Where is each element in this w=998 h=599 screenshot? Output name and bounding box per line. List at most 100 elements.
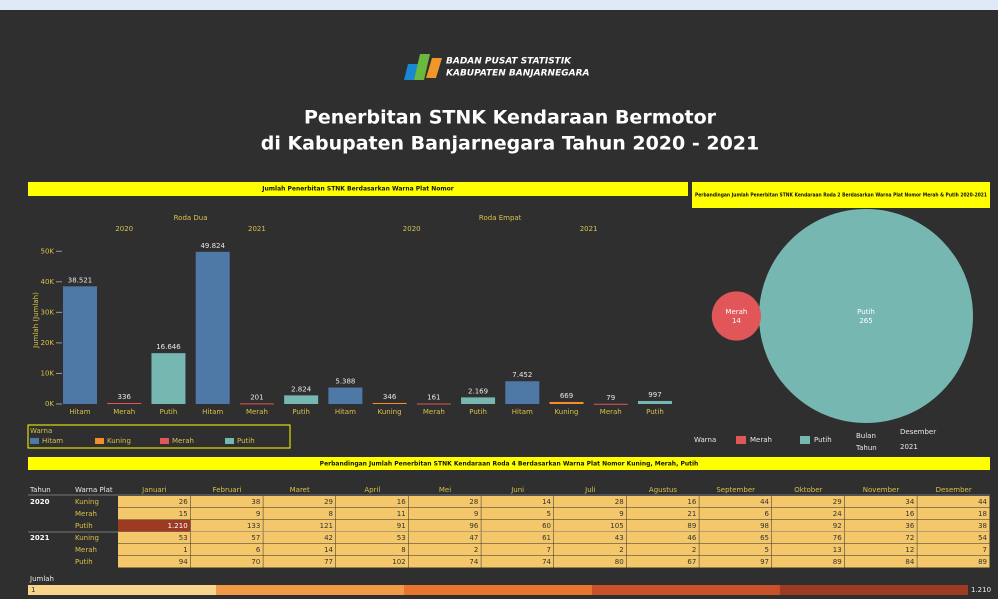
legend-swatch [95, 438, 104, 444]
cell-value: 6 [256, 546, 261, 554]
x-tick-label: Merah [246, 408, 268, 416]
heat-cell [626, 496, 699, 508]
chart-title-bar [28, 182, 688, 196]
heat-cell [626, 544, 699, 556]
cell-value: 29 [324, 498, 333, 506]
bar [107, 402, 142, 404]
heat-cell [917, 556, 990, 568]
cell-value: 65 [760, 534, 769, 542]
bar-value-label: 997 [648, 391, 661, 399]
heat-cell [626, 532, 699, 544]
row-header: Warna Plat [75, 486, 113, 494]
scale-step [404, 585, 592, 595]
cell-value: 43 [615, 534, 624, 542]
column-header: September [716, 486, 755, 494]
cell-value: 42 [324, 534, 333, 542]
heat-cell [626, 556, 699, 568]
bar [416, 403, 451, 405]
cell-value: 21 [687, 510, 696, 518]
cell-value: 67 [687, 558, 696, 566]
heat-cell [844, 520, 917, 532]
x-tick-label: Putih [646, 408, 664, 416]
heat-cell [408, 496, 481, 508]
heat-cell [554, 556, 627, 568]
x-tick-label: Kuning [378, 408, 402, 416]
cell-value: 76 [833, 534, 842, 542]
column-header: Desember [936, 486, 972, 494]
heat-cell [772, 496, 845, 508]
bar [151, 353, 186, 404]
plate-label: Merah [75, 510, 97, 518]
bar [63, 286, 97, 404]
heat-cell [844, 556, 917, 568]
x-tick-label: Putih [160, 408, 178, 416]
legend-swatch [30, 438, 39, 444]
x-tick-label: Hitam [335, 408, 356, 416]
bar [328, 387, 363, 404]
heat-cell [844, 532, 917, 544]
year-label: 2020 [115, 225, 133, 233]
heat-cell [118, 508, 191, 520]
x-tick-label: Merah [600, 408, 622, 416]
filter-value: 2021 [900, 443, 918, 451]
cell-value: 89 [687, 522, 696, 530]
cell-value: 8 [329, 510, 333, 518]
heat-cell [699, 532, 772, 544]
heat-cell [699, 544, 772, 556]
scale-step [216, 585, 404, 595]
heat-cell [408, 532, 481, 544]
cell-value: 24 [833, 510, 842, 518]
heat-cell [336, 508, 409, 520]
heat-cell [481, 556, 554, 568]
heat-cell [554, 532, 627, 544]
bar-value-label: 669 [560, 392, 573, 400]
heat-cell [118, 532, 191, 544]
y-tick-label: 10K [41, 369, 55, 377]
group-label: Roda Empat [479, 214, 522, 222]
heat-cell [336, 532, 409, 544]
filter-value: Desember [900, 428, 936, 436]
heat-cell [190, 520, 263, 532]
heat-cell [190, 544, 263, 556]
year-label: 2021 [580, 225, 598, 233]
cell-value: 2 [692, 546, 696, 554]
chart-title-bar [28, 457, 990, 470]
cell-value: 102 [392, 558, 405, 566]
cell-value: 8 [401, 546, 405, 554]
plate-label: Putih [75, 522, 93, 530]
legend-label: Kuning [107, 437, 131, 445]
cell-value: 2 [619, 546, 623, 554]
chart-title: Perbandingan Jumlah Penerbitan STNK Kend… [695, 193, 987, 199]
bar-value-label: 2.169 [468, 387, 488, 395]
legend-label: Putih [814, 436, 832, 444]
legend-swatch [800, 436, 810, 444]
cell-value: 53 [179, 534, 188, 542]
y-tick-label: 50K [41, 247, 55, 255]
bar-value-label: 38.521 [68, 276, 93, 284]
cell-value: 14 [324, 546, 333, 554]
heat-cell [118, 556, 191, 568]
cell-value: 133 [247, 522, 260, 530]
cell-value: 89 [833, 558, 842, 566]
cell-value: 9 [619, 510, 623, 518]
cell-value: 54 [978, 534, 987, 542]
cell-value: 16 [687, 498, 696, 506]
cell-value: 91 [397, 522, 406, 530]
cell-value: 9 [256, 510, 260, 518]
cell-value: 7 [547, 546, 551, 554]
heat-cell [190, 556, 263, 568]
cell-value: 89 [978, 558, 987, 566]
cell-value: 34 [905, 498, 914, 506]
heat-cell [554, 520, 627, 532]
heat-cell [772, 556, 845, 568]
cell-value: 5 [547, 510, 551, 518]
heat-cell [336, 556, 409, 568]
heat-cell [554, 508, 627, 520]
bar-value-label: 161 [427, 394, 440, 402]
scale-min: 1 [31, 586, 35, 594]
legend-label: Merah [750, 436, 772, 444]
cell-value: 1 [183, 546, 187, 554]
bubble [759, 209, 973, 423]
cell-value: 14 [542, 498, 551, 506]
